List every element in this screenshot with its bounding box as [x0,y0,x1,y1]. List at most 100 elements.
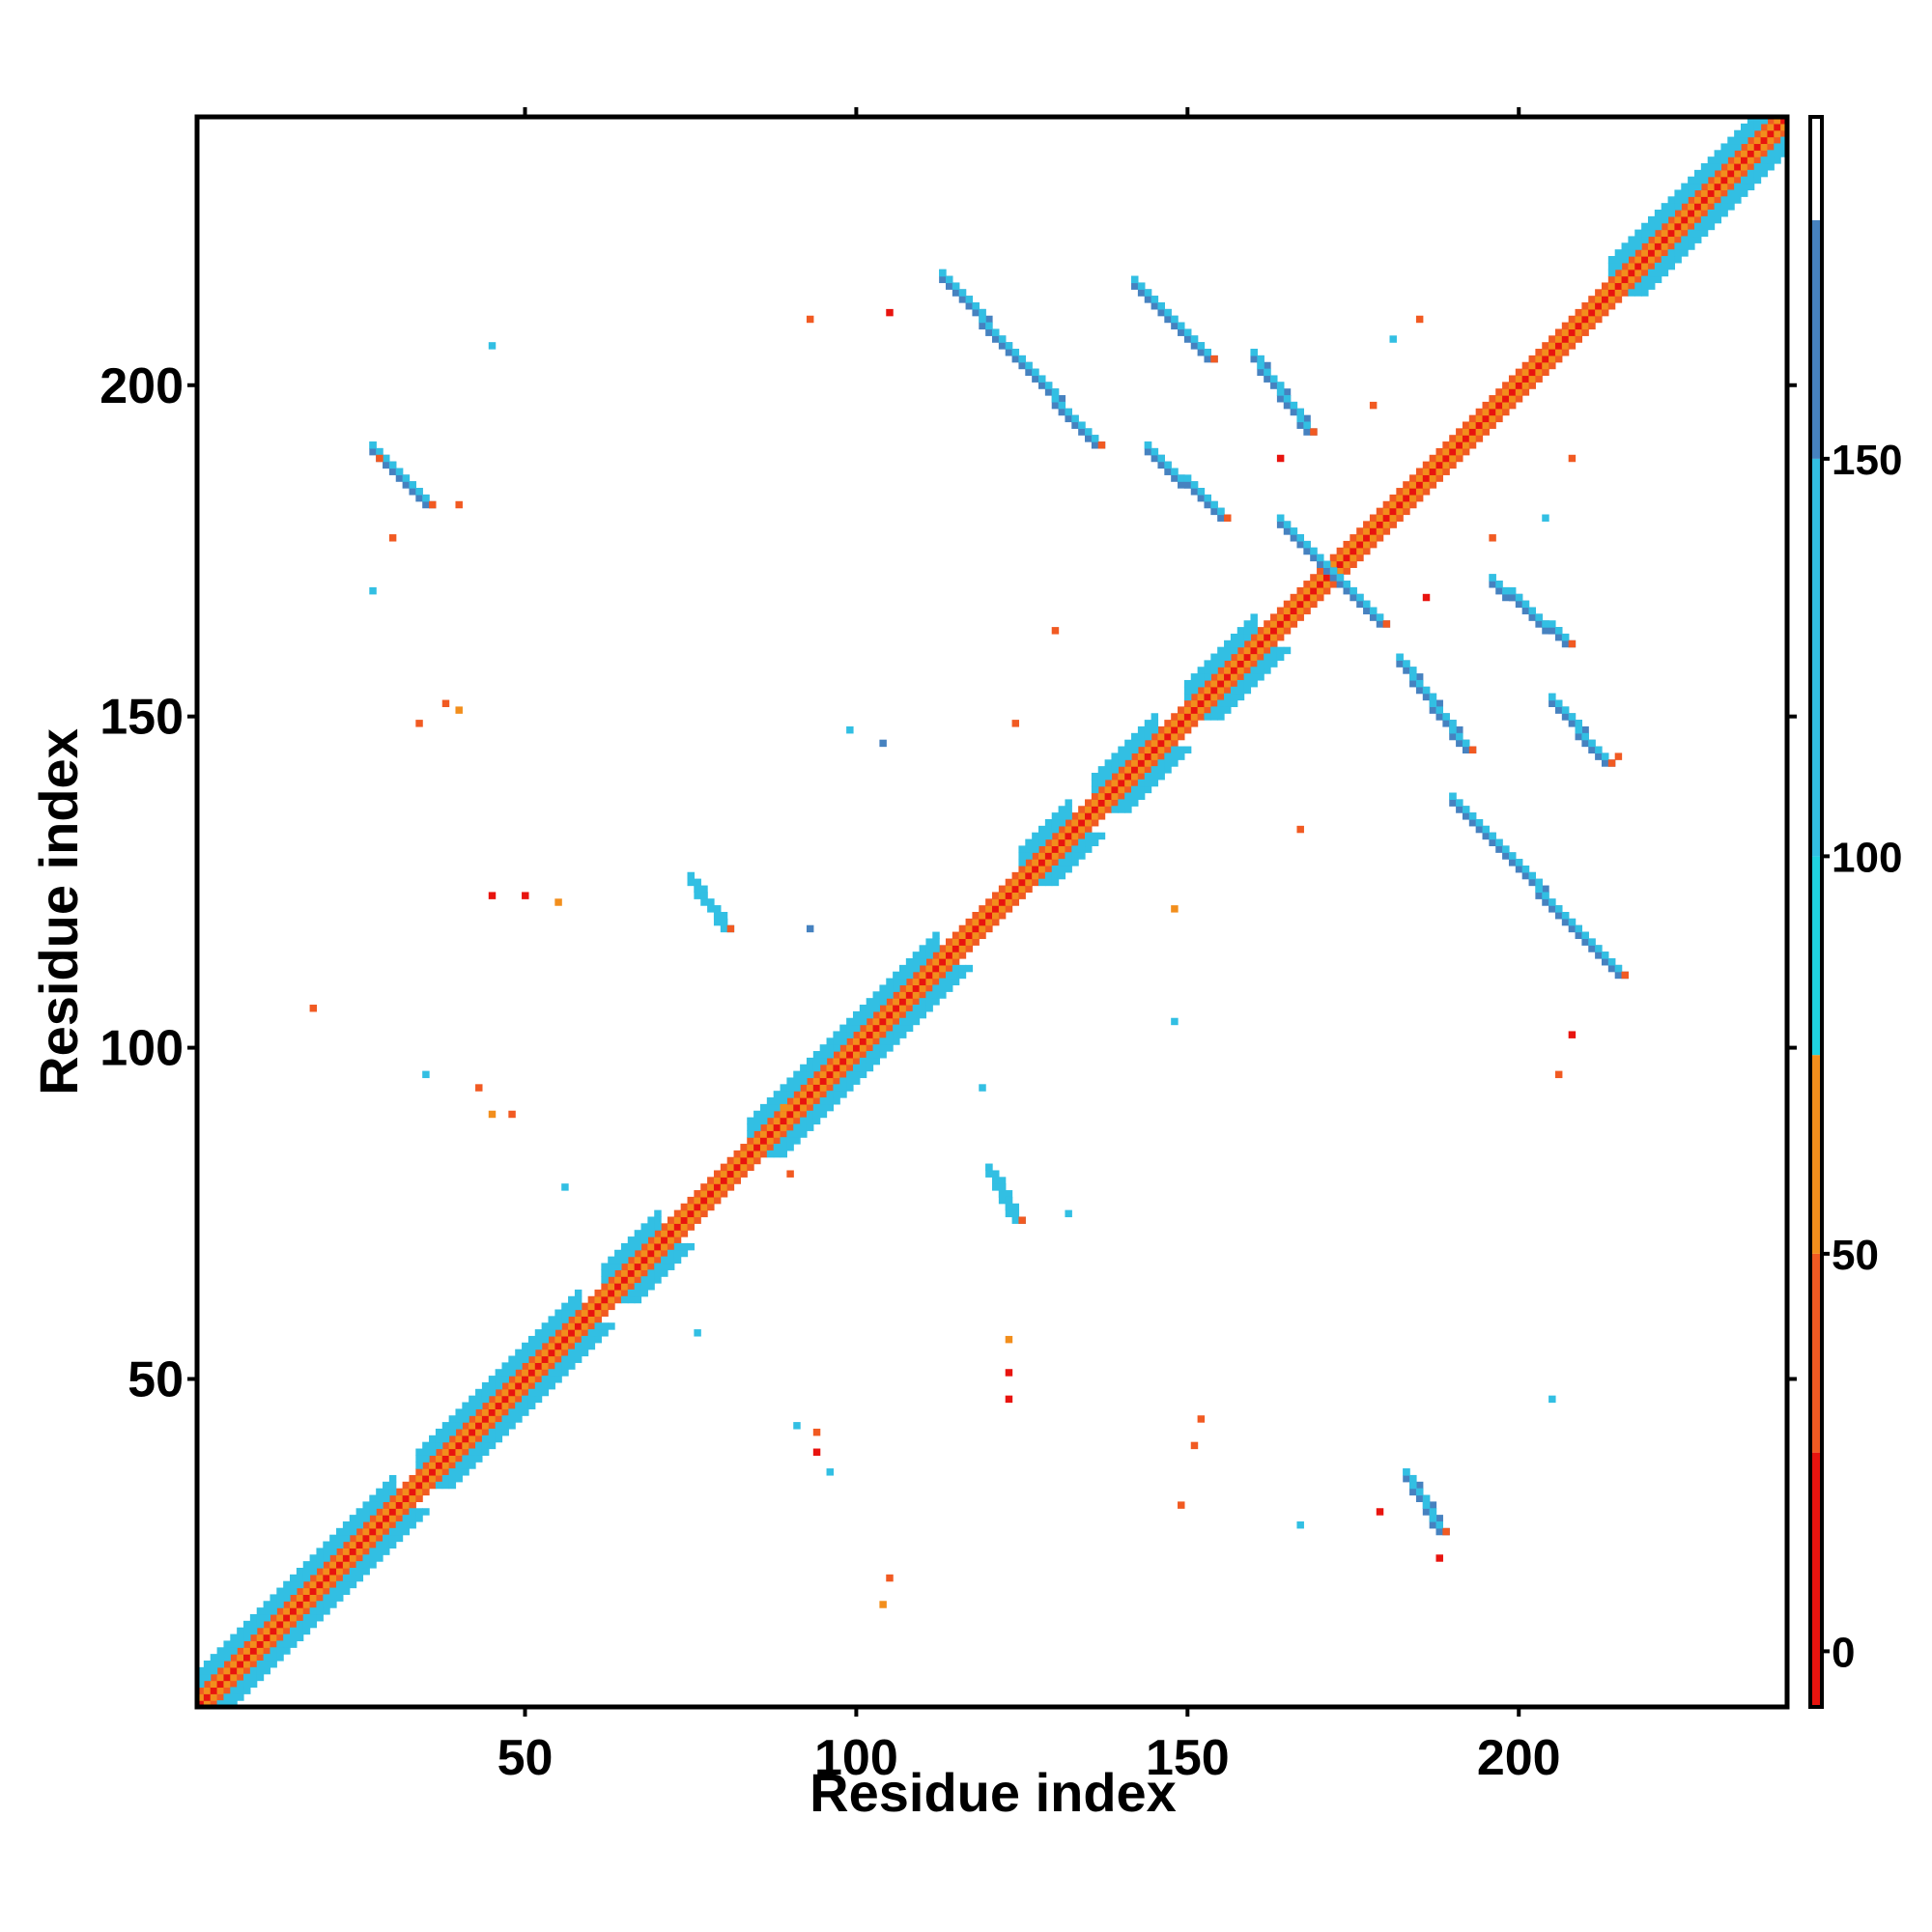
strand-cell [1528,871,1536,880]
diagonal-cell [1250,646,1258,655]
diagonal-block-cell [581,1349,589,1357]
diagonal-cell [383,1515,390,1522]
diagonal-cell [1236,673,1245,681]
diagonal-cell [1343,567,1350,575]
strand-cell [1097,441,1106,449]
diagonal-block-cell [898,1017,907,1026]
diagonal-cell [316,1567,324,1576]
strand-cell [998,1183,1007,1191]
diagonal-cell [1502,388,1510,396]
diagonal-cell [707,1183,715,1191]
strand-cell [1575,924,1582,933]
diagonal-cell [1343,560,1350,568]
diagonal-cell [249,1647,258,1655]
strand-cell [1164,315,1172,324]
diagonal-cell [495,1408,503,1416]
diagonal-cell [441,1462,450,1469]
diagonal-block-cell [1707,222,1716,231]
diagonal-cell [541,1342,550,1350]
diagonal-block-cell [422,1455,430,1463]
diagonal-block-cell [210,1654,218,1662]
diagonal-block-cell [1058,818,1066,827]
diagonal-cell [759,1144,768,1151]
diagonal-block-cell [640,1283,648,1291]
strand-cell [1495,581,1503,588]
diagonal-cell [680,1216,689,1224]
diagonal-cell [527,1376,536,1383]
diagonal-block-cell [1137,732,1146,741]
diagonal-block-cell [383,1534,390,1543]
diagonal-cell [1382,507,1391,516]
strand-cell [1581,725,1589,734]
diagonal-block-cell [1693,229,1702,238]
diagonal-block-cell [1753,163,1762,171]
diagonal-cell [945,964,953,973]
diagonal-cell [548,1349,555,1357]
diagonal-block-cell [1688,189,1695,197]
diagonal-cell [1230,660,1238,668]
diagonal-cell [501,1388,509,1397]
diagonal-cell [833,1057,840,1065]
diagonal-block-cell [415,1462,423,1469]
diagonal-block-cell [661,1263,668,1270]
strand-cell [1038,375,1046,383]
diagonal-block-cell [534,1329,543,1337]
diagonal-block-cell [237,1634,244,1642]
diagonal-cell [812,1070,821,1079]
strand-cell [422,500,430,509]
spot-cell [1190,1441,1199,1450]
diagonal-cell [475,1422,483,1430]
diagonal-cell [1382,521,1391,528]
diagonal-cell [534,1369,543,1377]
diagonal-cell [793,1117,801,1125]
diagonal-block-cell [1025,845,1033,853]
diagonal-cell [1554,328,1563,336]
diagonal-block-cell [1707,215,1716,224]
diagonal-block-cell [316,1607,324,1615]
diagonal-cell [905,984,914,992]
strand-cell [1435,713,1443,721]
diagonal-cell [608,1302,615,1311]
diagonal-cell [342,1554,351,1562]
diagonal-cell [1727,183,1735,191]
diagonal-cell [1058,832,1066,840]
strand-cell [1018,361,1026,370]
diagonal-cell [1183,713,1192,721]
strand-cell [985,1163,993,1172]
diagonal-cell [1508,375,1517,383]
diagonal-cell [740,1150,748,1158]
diagonal-cell [1449,461,1457,469]
diagonal-cell [1780,117,1788,125]
diagonal-block-cell [296,1580,304,1589]
diagonal-block-cell [237,1687,244,1694]
diagonal-cell [1131,753,1139,760]
diagonal-block-cell [1210,706,1218,714]
diagonal-block-cell [806,1057,814,1065]
strand-cell [1178,474,1185,482]
diagonal-cell [759,1137,768,1145]
diagonal-cell [1091,812,1099,820]
diagonal-cell [1157,725,1165,734]
diagonal-cell [1217,667,1225,674]
diagonal-block-cell [786,1130,794,1138]
diagonal-cell [1515,375,1523,383]
diagonal-cell [713,1190,722,1198]
diagonal-cell [469,1441,476,1450]
diagonal-cell [846,1037,854,1045]
diagonal-cell [839,1051,847,1059]
diagonal-block-cell [1621,256,1629,264]
diagonal-cell [694,1196,701,1205]
diagonal-block-cell [673,1249,682,1258]
diagonal-cell [230,1680,238,1689]
diagonal-block-cell [812,1051,821,1059]
diagonal-block-cell [243,1687,251,1694]
diagonal-cell [1502,408,1510,416]
diagonal-cell [349,1541,357,1548]
diagonal-cell [852,1044,861,1052]
diagonal-block-cell [355,1561,364,1569]
strand-cell [1535,878,1543,887]
diagonal-cell [1303,586,1311,595]
diagonal-cell [1435,468,1443,475]
diagonal-cell [594,1309,602,1317]
diagonal-cell [594,1302,602,1311]
